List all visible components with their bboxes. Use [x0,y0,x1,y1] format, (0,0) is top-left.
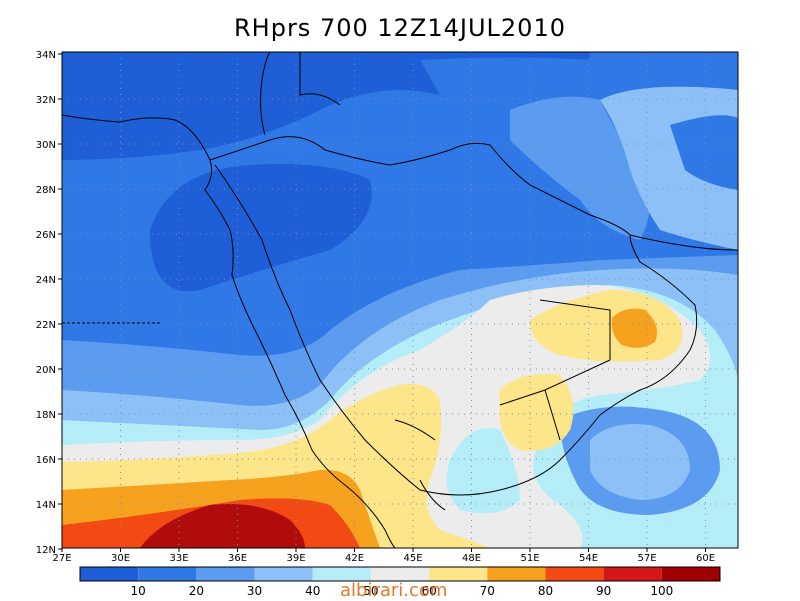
region-80-oman [611,308,658,348]
border-north [260,52,341,136]
border-south [499,299,611,441]
lon-label-36E: 36E [228,553,247,564]
lat-label-28N: 28N [36,185,56,196]
lat-label-20N: 20N [36,365,56,376]
region-20-iran [670,115,738,190]
region-20-north [420,57,592,104]
lon-label-51E: 51E [520,553,539,564]
region-100 [140,504,305,548]
watermark: albirari.com [340,580,448,601]
coastlines [62,52,738,548]
colorbar-swatch [603,567,662,581]
colorbar-label-90: 90 [596,584,611,598]
latitude-axis: 34N 32N 30N 28N 26N 24N 22N 20N 18N 16N 14N 12N [36,50,62,556]
colorbar-swatch [312,567,371,581]
region-10-sahara [150,164,372,292]
colorbar-label-30: 30 [247,584,262,598]
colorbar-swatch [196,567,255,581]
coast-africa [62,114,396,548]
lat-label-34N: 34N [36,50,56,61]
lat-label-24N: 24N [36,275,56,286]
lon-label-60E: 60E [696,553,715,564]
region-50-yemen [446,428,520,514]
lon-label-39E: 39E [286,553,305,564]
lat-label-14N: 14N [36,500,56,511]
colorbar-label-10: 10 [131,584,146,598]
lat-label-18N: 18N [36,410,56,421]
colorbar-swatch [80,567,139,581]
colorbar-swatch [138,567,197,581]
lat-label-30N: 30N [36,140,56,151]
region-40-arabian-sea [590,424,690,500]
lat-label-22N: 22N [36,320,56,331]
lon-label-45E: 45E [403,553,422,564]
lon-label-27E: 27E [52,553,71,564]
region-30-gulf [510,96,650,241]
map-frame [61,51,739,549]
colorbar-label-20: 20 [189,584,204,598]
colorbar-swatch [429,567,488,581]
colorbar-label-60: 60 [421,584,436,598]
colorbar-label-100: 100 [650,584,673,598]
border-horn [394,419,446,511]
lat-label-12N: 12N [36,545,56,556]
lon-label-42E: 42E [345,553,364,564]
colorbar-label-70: 70 [480,584,495,598]
humidity-field [62,52,738,548]
colorbar-label-40: 40 [305,584,320,598]
coast-levant-iran [209,136,738,251]
map-title: RHprs 700 12Z14JUL2010 [233,14,566,42]
colorbar-frame [79,566,721,582]
lon-label-48E: 48E [462,553,481,564]
colorbar-swatch [661,567,720,581]
colorbar: 10 20 30 40 50 60 70 80 90 100 [79,566,721,598]
lon-label-54E: 54E [579,553,598,564]
region-70-center [499,374,574,451]
longitude-axis: 27E 30E 33E 36E 39E 42E 45E 48E 51E 54E 57E 60E [52,548,715,564]
lat-label-16N: 16N [36,455,56,466]
coast-arabia [214,164,698,496]
lon-label-57E: 57E [637,553,656,564]
lon-label-33E: 33E [169,553,188,564]
colorbar-swatch [370,567,430,581]
colorbar-label-50: 50 [363,584,378,598]
colorbar-swatch [254,567,313,581]
lon-label-30E: 30E [111,553,130,564]
colorbar-swatch [545,567,604,581]
colorbar-swatch [487,567,546,581]
colorbar-label-80: 80 [538,584,553,598]
lat-label-32N: 32N [36,95,56,106]
lat-label-26N: 26N [36,230,56,241]
